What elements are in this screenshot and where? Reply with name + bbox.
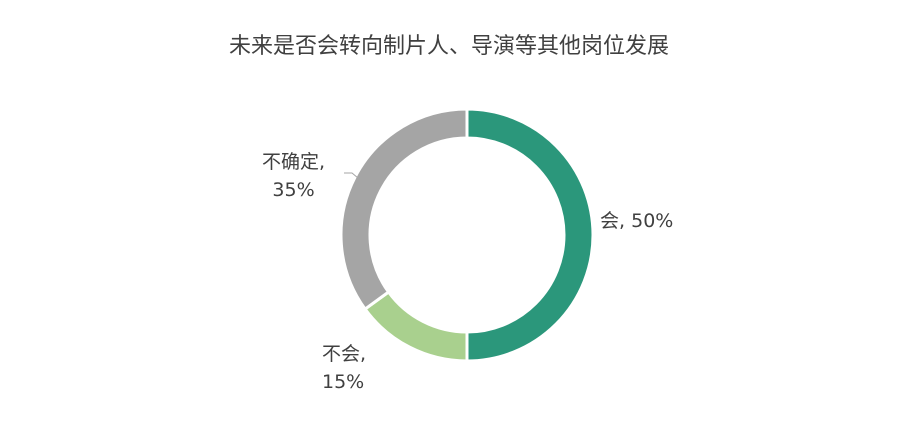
donut-slice-2 bbox=[339, 107, 469, 312]
chart-title: 未来是否会转向制片人、导演等其他岗位发展 bbox=[228, 34, 669, 59]
leader-line bbox=[344, 172, 359, 179]
data-label-hui: 会, 50% bbox=[600, 210, 674, 232]
donut-slice-0 bbox=[465, 107, 595, 363]
donut-slice-1 bbox=[362, 289, 469, 363]
data-label-buhui: 不会, 15% bbox=[322, 343, 367, 393]
data-label-buqueding: 不确定, 35% bbox=[262, 151, 326, 201]
